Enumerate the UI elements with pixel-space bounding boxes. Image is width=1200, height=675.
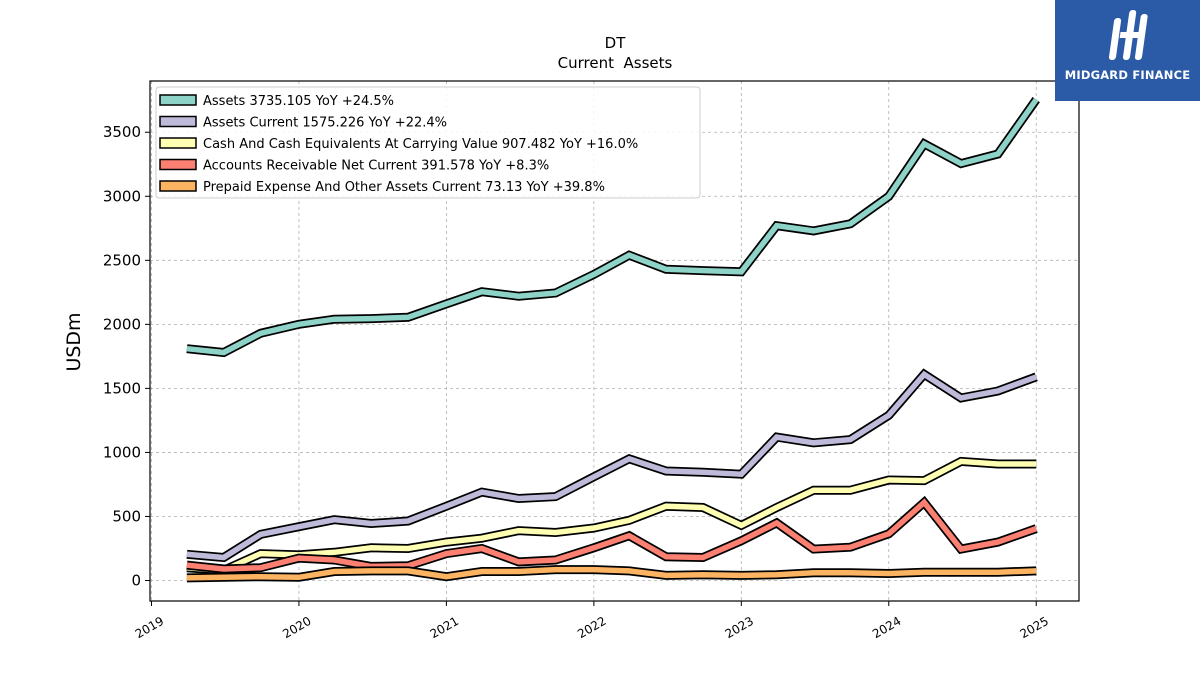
brand-mark-icon: [1108, 10, 1148, 60]
x-tick-label: 2023: [723, 614, 756, 641]
x-tick-label: 2020: [280, 614, 313, 641]
legend-swatch: [159, 115, 197, 128]
x-tick-label: 2025: [1018, 614, 1051, 641]
legend-label: Prepaid Expense And Other Assets Current…: [203, 180, 605, 195]
y-tick-label: 0: [131, 572, 141, 590]
legend-swatch: [159, 158, 197, 171]
y-tick-label: 500: [112, 507, 141, 525]
legend-label: Assets 3735.105 YoY +24.5%: [203, 94, 394, 109]
legend-swatch: [159, 137, 197, 149]
legend-box: [155, 86, 701, 199]
y-tick-label: 1000: [103, 443, 141, 461]
legend-label: Accounts Receivable Net Current 391.578 …: [203, 159, 549, 174]
x-tick-label: 2024: [870, 614, 903, 641]
y-tick-label: 2500: [103, 251, 141, 269]
chart-title: DT: [605, 34, 627, 52]
brand-name: MIDGARD FINANCE: [1064, 68, 1191, 82]
legend-swatch: [159, 180, 197, 192]
x-tick-label: 2022: [575, 614, 608, 641]
x-tick-label: 2019: [133, 614, 166, 641]
series-line: [186, 498, 1038, 572]
legend-swatch: [159, 94, 197, 106]
plot-frame: [149, 80, 1080, 602]
legend: Assets 3735.105 YoY +24.5% Assets Current…: [155, 86, 701, 199]
series-line: [186, 370, 1038, 561]
y-tick-label: 3500: [103, 123, 141, 141]
legend-label: Cash And Cash Equivalents At Carrying Va…: [203, 137, 638, 152]
legend-label: Assets Current 1575.226 YoY +22.4%: [203, 116, 447, 131]
y-tick-label: 1500: [103, 379, 141, 397]
series-line: [186, 98, 1039, 356]
series-lines: [186, 97, 1040, 583]
y-tick-label: 2000: [103, 315, 141, 333]
series-line: [186, 566, 1037, 581]
y-axis-label: USDm: [63, 312, 85, 371]
chart-subtitle: Current Assets: [558, 54, 673, 72]
series-line: [186, 458, 1037, 574]
y-tick-label: 3000: [103, 187, 141, 205]
x-tick-label: 2021: [428, 614, 461, 641]
brand-logo: MIDGARD FINANCE: [1055, 0, 1200, 101]
